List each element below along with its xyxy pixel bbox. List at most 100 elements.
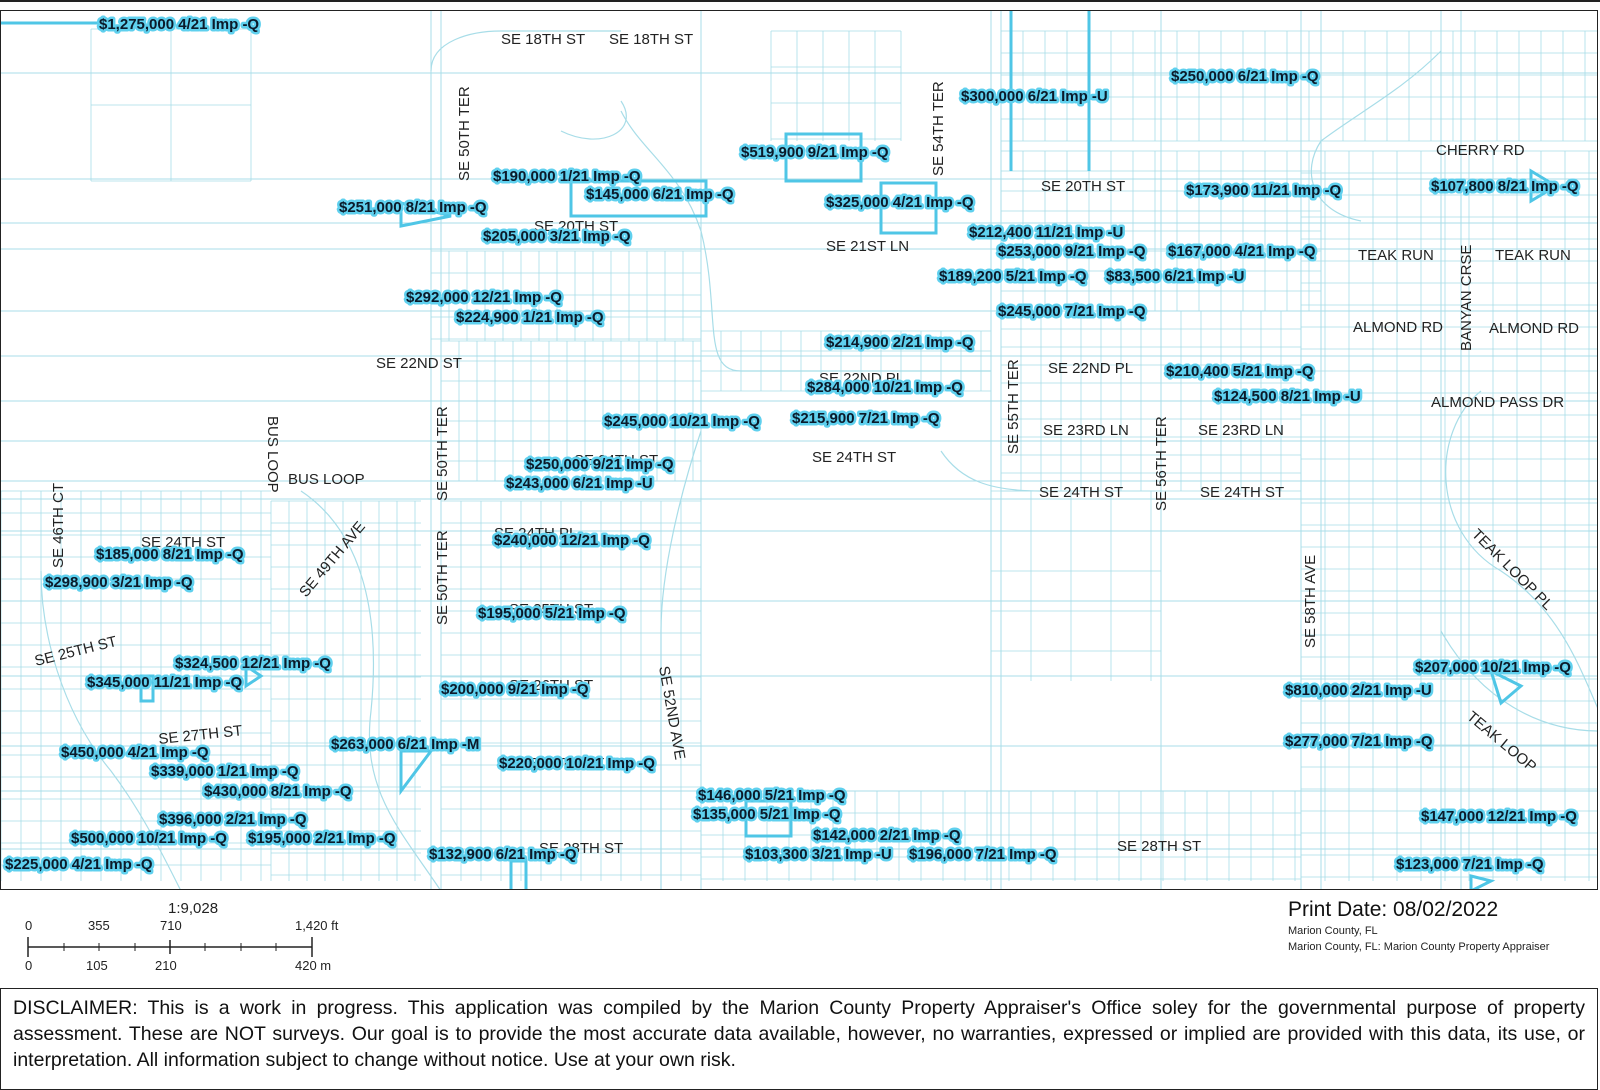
sale-label[interactable]: $107,800 8/21 Imp -Q xyxy=(1429,176,1582,198)
street-label: TEAK LOOP PL xyxy=(1468,526,1556,614)
scale-m-tick-0: 0 xyxy=(25,958,33,973)
sale-label[interactable]: $200,000 9/21 Imp -Q xyxy=(439,679,592,701)
scale-m-tick-3: 420 m xyxy=(295,958,332,973)
sale-label[interactable]: $253,000 9/21 Imp -Q xyxy=(996,241,1149,263)
scale-ft-tick-3: 1,420 ft xyxy=(295,918,339,933)
street-label: SE 52ND AVE xyxy=(655,665,688,761)
street-label: SE 21ST LN xyxy=(826,238,909,255)
sale-label[interactable]: $245,000 10/21 Imp -Q xyxy=(602,411,763,433)
sale-label[interactable]: $195,000 2/21 Imp -Q xyxy=(246,828,399,850)
sale-label[interactable]: $215,900 7/21 Imp -Q xyxy=(790,408,943,430)
scale-ft-tick-2: 710 xyxy=(160,918,182,933)
street-label: BUS LOOP xyxy=(288,471,365,488)
sale-label[interactable]: $214,900 2/21 Imp -Q xyxy=(824,332,977,354)
sale-label[interactable]: $103,300 3/21 Imp -U xyxy=(743,844,895,866)
sale-label[interactable]: $123,000 7/21 Imp -Q xyxy=(1394,854,1547,876)
street-label: SE 24TH ST xyxy=(812,449,896,466)
sale-label[interactable]: $195,000 5/21 Imp -Q xyxy=(476,603,629,625)
sale-label[interactable]: $396,000 2/21 Imp -Q xyxy=(157,809,310,831)
sale-label[interactable]: $146,000 5/21 Imp -Q xyxy=(696,785,849,807)
source-county: Marion County, FL xyxy=(1288,925,1378,937)
street-label: SE 50TH TER xyxy=(434,530,451,625)
sale-label[interactable]: $250,000 9/21 Imp -Q xyxy=(524,454,677,476)
street-label: TEAK RUN xyxy=(1495,247,1571,264)
sale-label[interactable]: $212,400 11/21 Imp -U xyxy=(967,222,1126,244)
sale-label[interactable]: $277,000 7/21 Imp -Q xyxy=(1283,731,1436,753)
street-label: SE 54TH TER xyxy=(930,81,947,176)
street-label: SE 23RD LN xyxy=(1043,422,1129,439)
sale-label[interactable]: $345,000 11/21 Imp -Q xyxy=(85,672,245,694)
sale-label[interactable]: $210,400 5/21 Imp -Q xyxy=(1164,361,1317,383)
street-label: SE 28TH ST xyxy=(1117,838,1201,855)
sale-label[interactable]: $430,000 8/21 Imp -Q xyxy=(202,781,355,803)
sale-label[interactable]: $300,000 6/21 Imp -U xyxy=(959,86,1111,108)
sale-label[interactable]: $519,900 9/21 Imp -Q xyxy=(739,142,892,164)
sale-label[interactable]: $190,000 1/21 Imp -Q xyxy=(491,166,644,188)
parcel-map[interactable]: SE 18TH ST SE 18TH ST SE 50TH TER SE 54TH T… xyxy=(1,11,1598,890)
sale-label[interactable]: $220,000 10/21 Imp -Q xyxy=(497,753,658,775)
sale-label[interactable]: $142,000 2/21 Imp -Q xyxy=(811,825,964,847)
sale-label[interactable]: $450,000 4/21 Imp -Q xyxy=(59,742,212,764)
sale-label[interactable]: $224,900 1/21 Imp -Q xyxy=(454,307,607,329)
street-label: SE 20TH ST xyxy=(1041,178,1125,195)
scale-m-tick-2: 210 xyxy=(155,958,177,973)
sale-label[interactable]: $83,500 6/21 Imp -U xyxy=(1104,266,1247,288)
street-label: TEAK RUN xyxy=(1358,247,1434,264)
parcel-highlights xyxy=(1,11,1559,889)
street-label: BUS LOOP xyxy=(264,416,281,493)
street-label: SE 23RD LN xyxy=(1198,422,1284,439)
street-label: SE 24TH ST xyxy=(1200,484,1284,501)
sale-label[interactable]: $240,000 12/21 Imp -Q xyxy=(492,530,653,552)
street-label: TEAK LOOP xyxy=(1463,708,1539,776)
sale-label[interactable]: $324,500 12/21 Imp -Q xyxy=(173,653,334,675)
sale-label[interactable]: $132,900 6/21 Imp -Q xyxy=(427,844,580,866)
street-label: SE 25TH ST xyxy=(509,601,593,618)
street-label: SE 22ND PL xyxy=(1048,360,1133,377)
sale-label[interactable]: $124,500 8/21 Imp -U xyxy=(1212,386,1364,408)
scale-bar: 1:9,028 0 355 710 1,420 ft 0 105 210 420… xyxy=(20,900,380,980)
street-label: SE 20TH ST xyxy=(534,218,618,235)
sale-label[interactable]: $810,000 2/21 Imp -U xyxy=(1283,680,1435,702)
sale-label[interactable]: $147,000 12/21 Imp -Q xyxy=(1419,806,1580,828)
street-label: SE 27TH ST xyxy=(520,755,604,772)
street-label: SE 22ND ST xyxy=(376,355,462,372)
sale-label[interactable]: $284,000 10/21 Imp -Q xyxy=(805,377,966,399)
sale-label[interactable]: $196,000 7/21 Imp -Q xyxy=(907,844,1060,866)
disclaimer-text: DISCLAIMER: This is a work in progress. … xyxy=(13,997,1585,1071)
street-label: SE 25TH ST xyxy=(33,633,119,670)
street-label: SE 26TH ST xyxy=(509,677,593,694)
street-label: SE 24TH ST xyxy=(141,534,225,551)
street-label: SE 50TH TER xyxy=(434,406,451,501)
sale-label[interactable]: $173,900 11/21 Imp -Q xyxy=(1184,180,1344,202)
street-label: ALMOND RD xyxy=(1489,320,1579,337)
sale-label[interactable]: $263,000 6/21 Imp -M xyxy=(329,734,482,756)
sale-label[interactable]: $145,000 6/21 Imp -Q xyxy=(584,184,737,206)
street-label: SE 58TH AVE xyxy=(1302,555,1319,648)
disclaimer-box: DISCLAIMER: This is a work in progress. … xyxy=(0,988,1598,1090)
street-label: SE 56TH TER xyxy=(1153,416,1170,511)
street-label: ALMOND PASS DR xyxy=(1431,394,1564,411)
sale-label[interactable]: $225,000 4/21 Imp -Q xyxy=(3,854,156,876)
sale-label[interactable]: $339,000 1/21 Imp -Q xyxy=(149,761,302,783)
sale-label[interactable]: $325,000 4/21 Imp -Q xyxy=(824,192,977,214)
sale-label[interactable]: $185,000 8/21 Imp -Q xyxy=(94,544,247,566)
sale-labels: $1,275,000 4/21 Imp -Q $250,000 6/21 Imp … xyxy=(3,14,1582,876)
sale-label[interactable]: $243,000 6/21 Imp -U xyxy=(504,473,656,495)
street-label: SE 28TH ST xyxy=(539,840,623,857)
scale-ft-tick-0: 0 xyxy=(25,918,33,933)
sale-label[interactable]: $500,000 10/21 Imp -Q xyxy=(69,828,230,850)
sale-label[interactable]: $207,000 10/21 Imp -Q xyxy=(1413,657,1574,679)
sale-label[interactable]: $251,000 8/21 Imp -Q xyxy=(337,197,490,219)
sale-label[interactable]: $298,900 3/21 Imp -Q xyxy=(43,572,196,594)
sale-label[interactable]: $205,000 3/21 Imp -Q xyxy=(481,226,634,248)
sale-label[interactable]: $1,275,000 4/21 Imp -Q xyxy=(97,14,262,36)
sale-label[interactable]: $167,000 4/21 Imp -Q xyxy=(1166,241,1319,263)
street-label: SE 55TH TER xyxy=(1005,359,1022,454)
map-frame[interactable]: SE 18TH ST SE 18TH ST SE 50TH TER SE 54TH T… xyxy=(0,10,1598,890)
sale-label[interactable]: $135,000 5/21 Imp -Q xyxy=(691,804,844,826)
sale-label[interactable]: $292,000 12/21 Imp -Q xyxy=(404,287,565,309)
sale-label[interactable]: $189,200 5/21 Imp -Q xyxy=(937,266,1090,288)
sale-label[interactable]: $245,000 7/21 Imp -Q xyxy=(996,301,1149,323)
sale-label[interactable]: $250,000 6/21 Imp -Q xyxy=(1169,66,1322,88)
